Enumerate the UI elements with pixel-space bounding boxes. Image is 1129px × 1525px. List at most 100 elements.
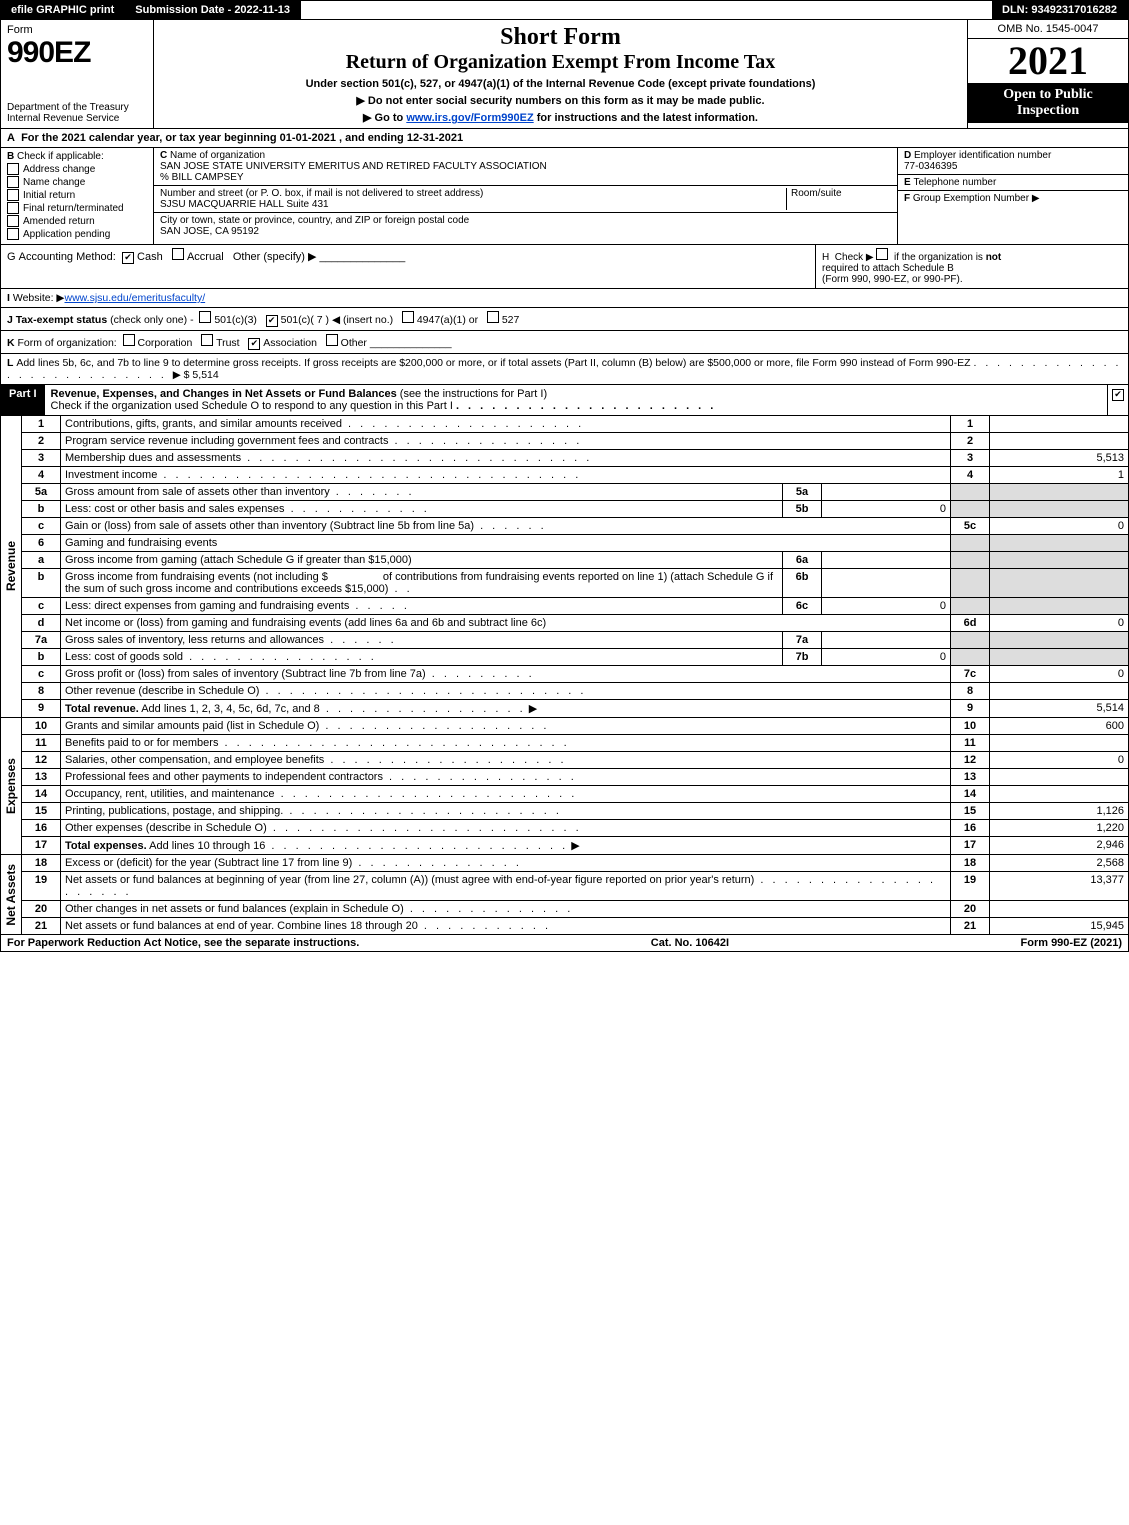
- irs-link[interactable]: www.irs.gov/Form990EZ: [406, 112, 533, 124]
- line-6d: dNet income or (loss) from gaming and fu…: [22, 615, 1129, 632]
- revenue-block: Revenue 1Contributions, gifts, grants, a…: [0, 416, 1129, 718]
- tax-year: 2021: [968, 39, 1128, 83]
- cb-amended-return[interactable]: [7, 215, 19, 227]
- line-a-label: A: [7, 132, 15, 144]
- netassets-block: Net Assets 18Excess or (deficit) for the…: [0, 855, 1129, 935]
- website-link[interactable]: www.sjsu.edu/emeritusfaculty/: [65, 292, 206, 304]
- cb-h[interactable]: [876, 248, 888, 260]
- line-2: 2Program service revenue including gover…: [22, 433, 1129, 450]
- line-19: 19Net assets or fund balances at beginni…: [22, 872, 1129, 901]
- c-label: C: [160, 150, 167, 161]
- footer: For Paperwork Reduction Act Notice, see …: [0, 935, 1129, 952]
- title-return: Return of Organization Exempt From Incom…: [164, 51, 957, 74]
- cb-trust[interactable]: [201, 334, 213, 346]
- c-street: SJSU MACQUARRIE HALL Suite 431: [160, 199, 329, 210]
- d-label: D: [904, 150, 911, 161]
- footer-left: For Paperwork Reduction Act Notice, see …: [7, 937, 359, 949]
- subtitle-ssn: ▶ Do not enter social security numbers o…: [164, 94, 957, 107]
- top-bar: efile GRAPHIC print Submission Date - 20…: [0, 0, 1129, 20]
- c-city-label: City or town, state or province, country…: [160, 215, 469, 226]
- cb-initial-return[interactable]: [7, 189, 19, 201]
- g-label: G: [7, 251, 16, 263]
- revenue-vlabel: Revenue: [0, 416, 21, 718]
- opt-address-change: Address change: [23, 164, 95, 175]
- cb-application-pending[interactable]: [7, 228, 19, 240]
- line-11: 11Benefits paid to or for members . . . …: [22, 735, 1129, 752]
- k-trust: Trust: [216, 337, 240, 349]
- i-label: I: [7, 292, 10, 304]
- k-assoc: Association: [263, 337, 317, 349]
- cb-other-org[interactable]: [326, 334, 338, 346]
- l-amount: ▶ $ 5,514: [173, 369, 219, 381]
- cb-4947[interactable]: [402, 311, 414, 323]
- cb-address-change[interactable]: [7, 163, 19, 175]
- netassets-table: 18Excess or (deficit) for the year (Subt…: [21, 855, 1129, 935]
- line-5c: cGain or (loss) from sale of assets othe…: [22, 518, 1129, 535]
- f-label: F: [904, 193, 910, 204]
- cb-501c[interactable]: ✔: [266, 315, 278, 327]
- line-15: 15Printing, publications, postage, and s…: [22, 803, 1129, 820]
- b-text: Check if applicable:: [17, 151, 104, 162]
- h-text2: if the organization is: [894, 252, 983, 263]
- j-sub: (check only one) -: [110, 314, 193, 326]
- line-1: 1Contributions, gifts, grants, and simil…: [22, 416, 1129, 433]
- i-text: Website: ▶: [13, 292, 65, 304]
- opt-name-change: Name change: [23, 177, 85, 188]
- form-number: 990EZ: [7, 36, 147, 70]
- line-16: 16Other expenses (describe in Schedule O…: [22, 820, 1129, 837]
- l-label: L: [7, 357, 13, 369]
- row-gh: G Accounting Method: ✔ Cash Accrual Othe…: [0, 245, 1129, 289]
- line-5a: 5aGross amount from sale of assets other…: [22, 484, 1129, 501]
- part1-header: Part I Revenue, Expenses, and Changes in…: [0, 385, 1129, 416]
- cb-527[interactable]: [487, 311, 499, 323]
- line-14: 14Occupancy, rent, utilities, and mainte…: [22, 786, 1129, 803]
- omb-number: OMB No. 1545-0047: [968, 20, 1128, 39]
- k-text: Form of organization:: [18, 337, 117, 349]
- line-8: 8Other revenue (describe in Schedule O) …: [22, 683, 1129, 700]
- h-not: not: [986, 252, 1002, 263]
- e-text: Telephone number: [913, 177, 996, 188]
- cb-corp[interactable]: [123, 334, 135, 346]
- j-opt2: 4947(a)(1) or: [417, 314, 478, 326]
- expenses-table: 10Grants and similar amounts paid (list …: [21, 718, 1129, 855]
- opt-initial-return: Initial return: [23, 190, 75, 201]
- section-c: C Name of organization SAN JOSE STATE UN…: [154, 148, 898, 244]
- subtitle-goto: ▶ Go to www.irs.gov/Form990EZ for instru…: [164, 111, 957, 124]
- line-13: 13Professional fees and other payments t…: [22, 769, 1129, 786]
- department-label: Department of the Treasury Internal Reve…: [7, 102, 147, 124]
- b-label: B: [7, 151, 14, 162]
- part1-checkbox[interactable]: ✔: [1107, 385, 1128, 415]
- form-label: Form: [7, 24, 147, 36]
- line-12: 12Salaries, other compensation, and empl…: [22, 752, 1129, 769]
- c-name-label: Name of organization: [170, 150, 265, 161]
- subtitle-section: Under section 501(c), 527, or 4947(a)(1)…: [164, 78, 957, 90]
- line-a-text: For the 2021 calendar year, or tax year …: [21, 132, 463, 144]
- line-18: 18Excess or (deficit) for the year (Subt…: [22, 855, 1129, 872]
- f-text: Group Exemption Number ▶: [913, 193, 1040, 204]
- goto-pre: ▶ Go to: [363, 112, 406, 124]
- row-i: I Website: ▶www.sjsu.edu/emeritusfaculty…: [0, 289, 1129, 308]
- j-opt3: 527: [502, 314, 520, 326]
- goto-post: for instructions and the latest informat…: [534, 112, 758, 124]
- j-opt1: 501(c)( 7 ) ◀ (insert no.): [281, 314, 394, 326]
- cb-cash[interactable]: ✔: [122, 252, 134, 264]
- footer-center: Cat. No. 10642I: [651, 937, 729, 949]
- cb-accrual[interactable]: [172, 248, 184, 260]
- j-text: Tax-exempt status: [16, 314, 107, 326]
- row-j: J Tax-exempt status (check only one) - 5…: [0, 308, 1129, 331]
- topbar-spacer: [301, 1, 992, 19]
- header-left: Form 990EZ Department of the Treasury In…: [1, 20, 154, 128]
- cb-501c3[interactable]: [199, 311, 211, 323]
- row-l: L Add lines 5b, 6c, and 7b to line 9 to …: [0, 354, 1129, 385]
- line-5b: bLess: cost or other basis and sales exp…: [22, 501, 1129, 518]
- c-org-name: SAN JOSE STATE UNIVERSITY EMERITUS AND R…: [160, 161, 547, 183]
- cb-assoc[interactable]: ✔: [248, 338, 260, 350]
- footer-right: Form 990-EZ (2021): [1021, 937, 1123, 949]
- k-label: K: [7, 337, 15, 349]
- cb-name-change[interactable]: [7, 176, 19, 188]
- line-10: 10Grants and similar amounts paid (list …: [22, 718, 1129, 735]
- cb-final-return[interactable]: [7, 202, 19, 214]
- netassets-vlabel: Net Assets: [0, 855, 21, 935]
- header-right: OMB No. 1545-0047 2021 Open to Public In…: [968, 20, 1128, 128]
- line-17: 17Total expenses. Add lines 10 through 1…: [22, 837, 1129, 855]
